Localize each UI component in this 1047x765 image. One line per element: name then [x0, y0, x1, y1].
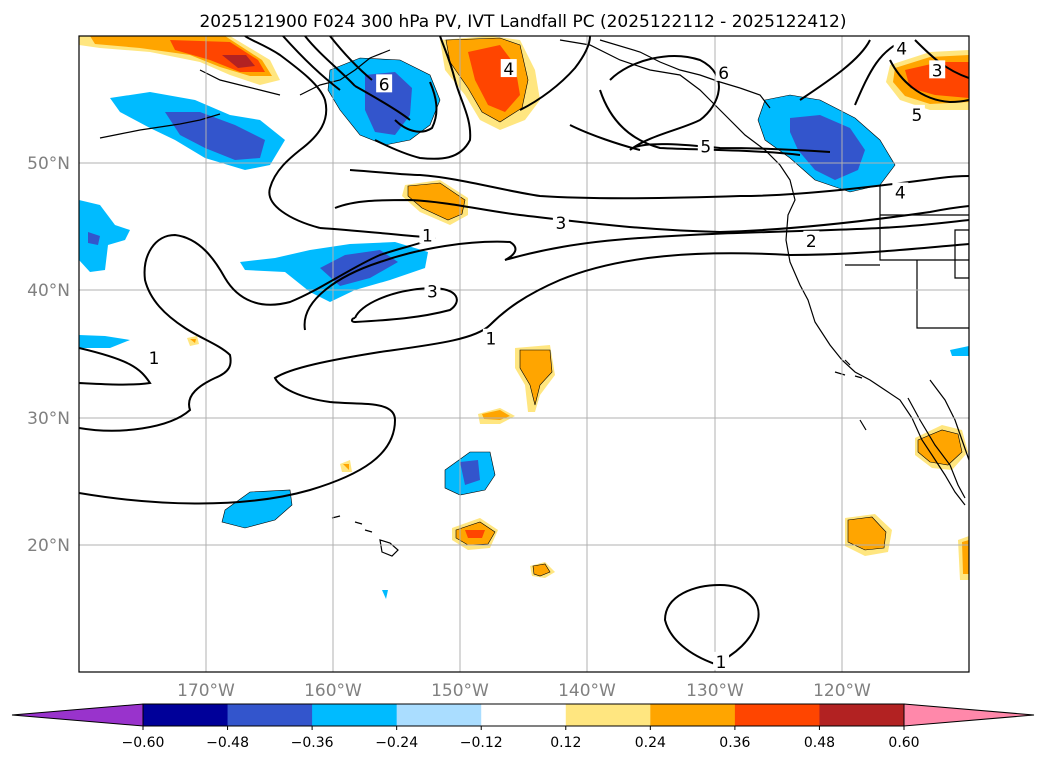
contour-label: 1	[486, 330, 497, 350]
map-frame	[78, 35, 970, 673]
colorbar-tick-label: 0.36	[719, 735, 750, 751]
contour-1-north	[79, 347, 152, 386]
y-tick-label: 20°N	[27, 536, 70, 556]
x-tick-label: 170°W	[177, 681, 235, 701]
contour-label: 6	[379, 75, 390, 95]
contour-label-background	[803, 230, 820, 249]
colorbar-tick-label: −0.48	[206, 735, 249, 751]
colorbar-tick-label: −0.24	[375, 735, 418, 751]
contour-label: 6	[718, 64, 729, 84]
contour-label: 3	[427, 283, 438, 303]
x-tick-label: 120°W	[813, 681, 871, 701]
y-tick-label: 50°N	[27, 154, 70, 174]
x-axis-labels: 170°W 160°W 150°W 140°W 130°W 120°W	[177, 681, 871, 701]
contour-5-ridge	[609, 55, 831, 153]
contour-1-south	[79, 243, 969, 505]
contour-label-background	[929, 60, 946, 79]
y-axis-labels: 50°N 40°N 30°N 20°N	[27, 154, 70, 556]
contour-4-upper	[349, 169, 969, 200]
y-tick-label: 40°N	[27, 281, 70, 301]
contour-3-upper	[334, 198, 969, 234]
colorbar-frame	[142, 703, 905, 727]
contour-label-background	[482, 328, 499, 347]
colorbar-tick-label: −0.60	[122, 735, 165, 751]
colorbar-tick-label: 0.12	[550, 735, 581, 751]
x-tick-label: 140°W	[558, 681, 616, 701]
contour-label-background	[713, 651, 730, 670]
contour-3-long	[303, 219, 969, 331]
colorbar-segment	[396, 704, 482, 726]
colorbar-tick-label: 0.24	[635, 735, 666, 751]
colorbar-segment	[227, 704, 313, 726]
contour-label-background	[892, 182, 909, 201]
contour-label-background	[146, 347, 163, 366]
contour-label: 4	[896, 40, 907, 60]
colorbar-segment	[312, 704, 398, 726]
gridlines	[79, 36, 969, 672]
contour-label: 2	[806, 232, 817, 252]
contour-6-upper	[519, 36, 591, 111]
colorbar-extend-high	[903, 703, 1035, 727]
contour-label: 1	[149, 349, 160, 369]
contour-label-background	[424, 281, 441, 300]
contour-label-background	[908, 104, 925, 123]
colorbar-tick-label: −0.36	[291, 735, 334, 751]
contour-3	[351, 286, 458, 324]
contour-2	[244, 36, 328, 229]
contour-label: 4	[503, 60, 514, 80]
contour-label-background	[715, 62, 732, 81]
pv-anomaly-fills	[79, 36, 969, 599]
ivt-contours	[79, 36, 969, 665]
y-tick-label: 30°N	[27, 409, 70, 429]
colorbar-tick-label: 0.60	[888, 735, 919, 751]
colorbar-segment	[734, 704, 820, 726]
contour-label-background	[552, 212, 569, 231]
map-area	[79, 36, 969, 672]
colorbar-segment	[143, 704, 229, 726]
contour-label: 5	[911, 106, 922, 126]
contour-label-background	[419, 225, 436, 244]
contour-label: 3	[555, 214, 566, 234]
contour-label: 1	[716, 653, 727, 673]
contour-label-background	[376, 74, 393, 93]
contour-label: 1	[422, 227, 433, 247]
contour-label-background	[500, 59, 517, 78]
contour-label: 3	[932, 61, 943, 81]
colorbar-extend-low	[11, 703, 144, 727]
x-tick-label: 160°W	[304, 681, 362, 701]
contour-1-closed	[663, 583, 760, 665]
chart-title: 2025121900 F024 300 hPa PV, IVT Landfall…	[199, 12, 846, 32]
contour-1-mid	[79, 227, 436, 432]
colorbar-segment	[481, 704, 567, 726]
x-tick-label: 150°W	[431, 681, 489, 701]
colorbar-tick-label: −0.12	[460, 735, 503, 751]
colorbar-segment	[650, 704, 736, 726]
colorbar-segment	[565, 704, 651, 726]
contour-label: 4	[895, 183, 906, 203]
colorbar-tick-label: 0.48	[804, 735, 835, 751]
contour-label-background	[697, 136, 714, 155]
colorbar-segment	[819, 704, 905, 726]
contour-label-background	[893, 38, 910, 57]
contour-labels: 1 3 3 1 1 5 6 4 6 2 4 5 3 4 1	[146, 38, 946, 673]
contour-label: 5	[700, 138, 711, 158]
colorbar: −0.60 −0.48 −0.36 −0.24 −0.12 0.12 0.24 0.36 0.4…	[11, 703, 1035, 751]
x-tick-label: 130°W	[686, 681, 744, 701]
